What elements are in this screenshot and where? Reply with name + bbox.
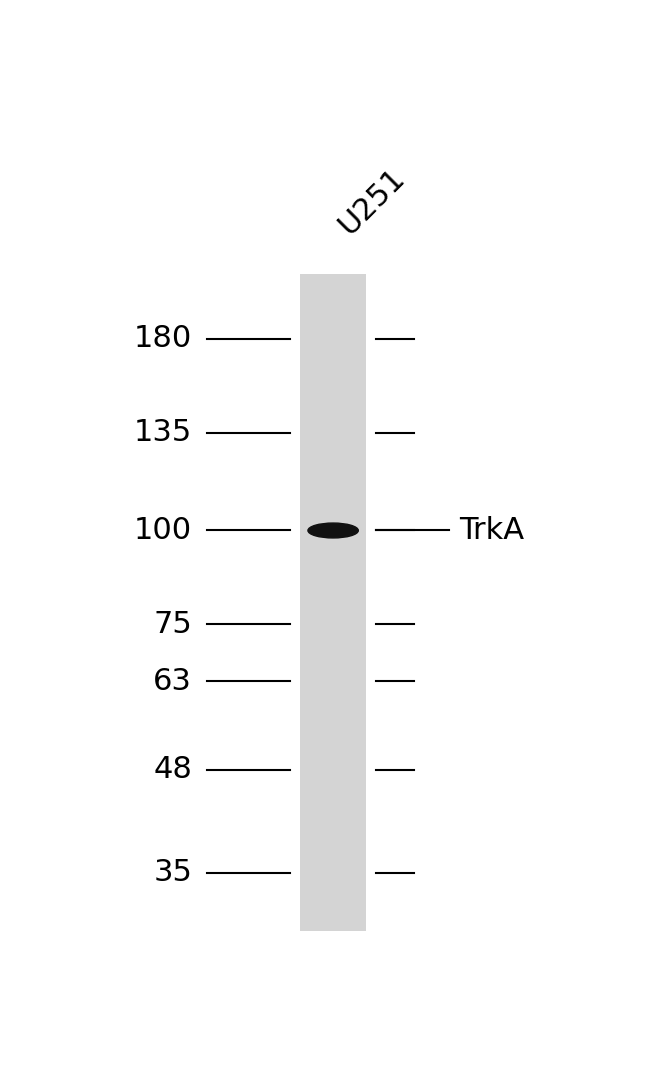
Text: 180: 180 — [134, 324, 192, 353]
Text: 100: 100 — [134, 516, 192, 545]
Text: 48: 48 — [153, 755, 192, 784]
Text: 75: 75 — [153, 610, 192, 639]
Text: 35: 35 — [153, 858, 192, 887]
Text: 63: 63 — [153, 667, 192, 696]
Ellipse shape — [308, 523, 358, 538]
Text: 135: 135 — [134, 418, 192, 447]
Text: TrkA: TrkA — [459, 516, 524, 545]
Text: U251: U251 — [333, 163, 410, 241]
